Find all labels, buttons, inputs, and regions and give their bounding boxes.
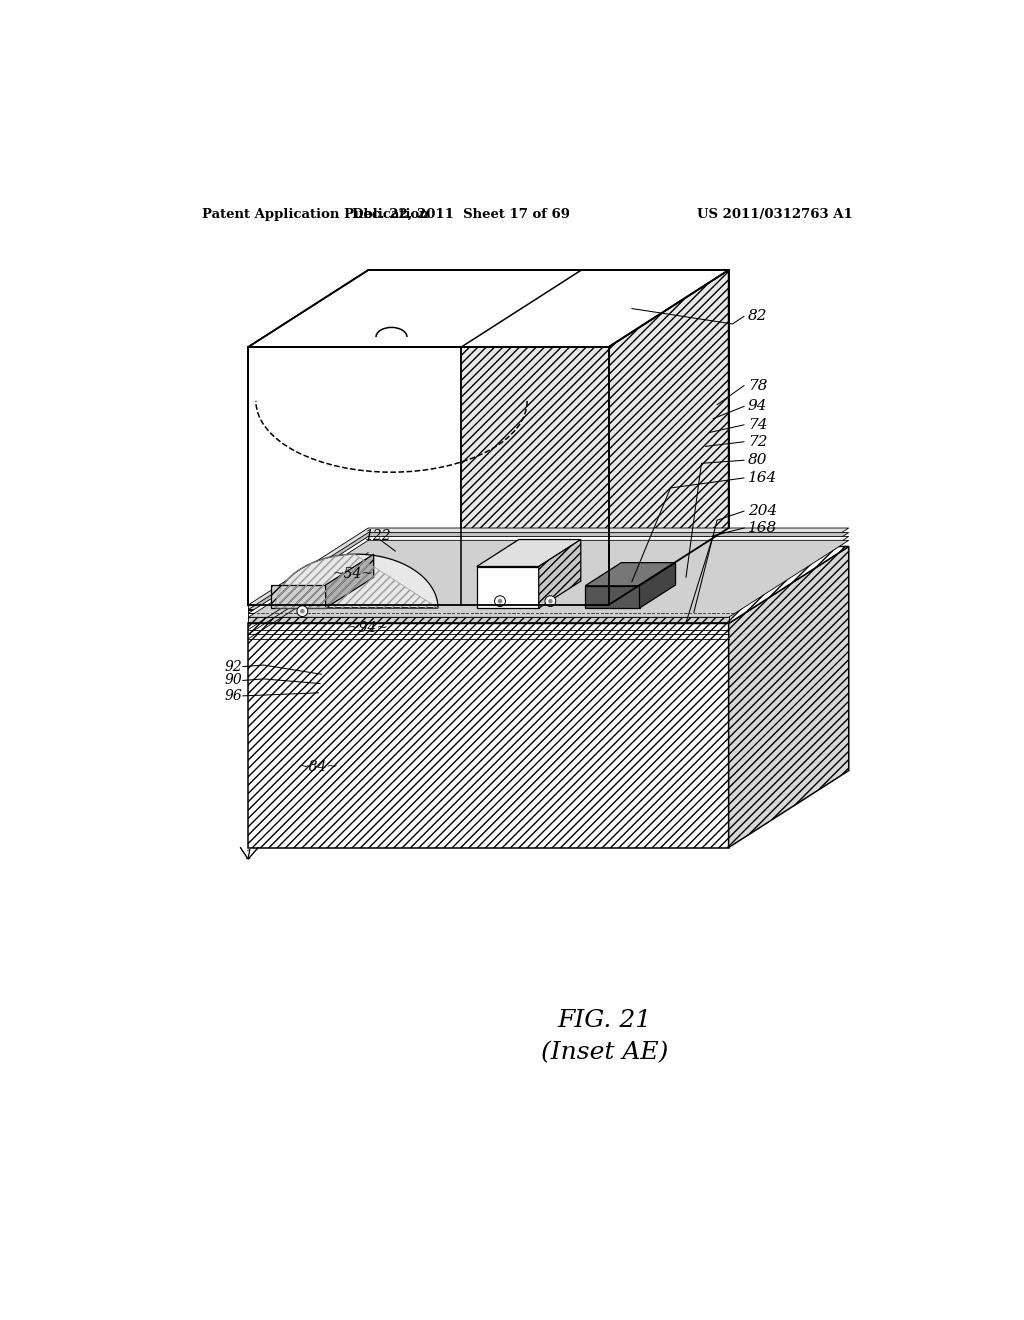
Polygon shape — [248, 618, 729, 622]
Polygon shape — [248, 533, 849, 610]
Polygon shape — [461, 347, 608, 605]
Text: 72: 72 — [748, 434, 768, 449]
Polygon shape — [586, 586, 640, 609]
Text: US 2011/0312763 A1: US 2011/0312763 A1 — [697, 209, 853, 222]
Polygon shape — [248, 614, 729, 618]
Polygon shape — [248, 605, 729, 610]
Text: 164: 164 — [748, 471, 777, 484]
Text: 1: 1 — [244, 849, 252, 862]
Polygon shape — [248, 271, 729, 347]
Polygon shape — [248, 347, 608, 605]
Circle shape — [545, 595, 556, 607]
Polygon shape — [248, 528, 849, 605]
Text: 82: 82 — [748, 309, 768, 323]
Text: (Inset AE): (Inset AE) — [541, 1041, 669, 1065]
Text: 96: 96 — [225, 689, 243, 702]
Polygon shape — [248, 610, 729, 614]
Circle shape — [548, 599, 553, 603]
Text: ~94~: ~94~ — [348, 622, 389, 635]
Polygon shape — [271, 585, 326, 609]
Polygon shape — [477, 540, 581, 566]
Polygon shape — [586, 562, 676, 586]
Text: ~84~: ~84~ — [297, 760, 338, 774]
Text: 94: 94 — [748, 400, 768, 413]
Polygon shape — [248, 540, 849, 618]
Circle shape — [300, 609, 305, 614]
Text: ~54~: ~54~ — [332, 568, 374, 581]
Text: 80: 80 — [748, 453, 768, 467]
Text: 122: 122 — [365, 529, 391, 543]
Text: Patent Application Publication: Patent Application Publication — [202, 209, 428, 222]
Polygon shape — [729, 546, 849, 847]
Text: 74: 74 — [748, 418, 768, 432]
Text: 204: 204 — [748, 504, 777, 517]
Polygon shape — [477, 566, 539, 609]
Text: 168: 168 — [748, 521, 777, 535]
Circle shape — [495, 595, 506, 607]
Text: 92: 92 — [225, 660, 243, 673]
Text: Dec. 22, 2011  Sheet 17 of 69: Dec. 22, 2011 Sheet 17 of 69 — [352, 209, 570, 222]
Text: FIG. 21: FIG. 21 — [557, 1010, 651, 1032]
Polygon shape — [248, 546, 849, 623]
Polygon shape — [248, 536, 849, 614]
Circle shape — [498, 599, 503, 603]
Text: 78: 78 — [748, 379, 768, 392]
Polygon shape — [248, 623, 729, 847]
Text: 90: 90 — [225, 673, 243, 688]
Circle shape — [297, 606, 308, 616]
Polygon shape — [326, 554, 374, 609]
Polygon shape — [539, 540, 581, 609]
Polygon shape — [275, 554, 438, 609]
Polygon shape — [608, 271, 729, 605]
Polygon shape — [640, 562, 676, 609]
